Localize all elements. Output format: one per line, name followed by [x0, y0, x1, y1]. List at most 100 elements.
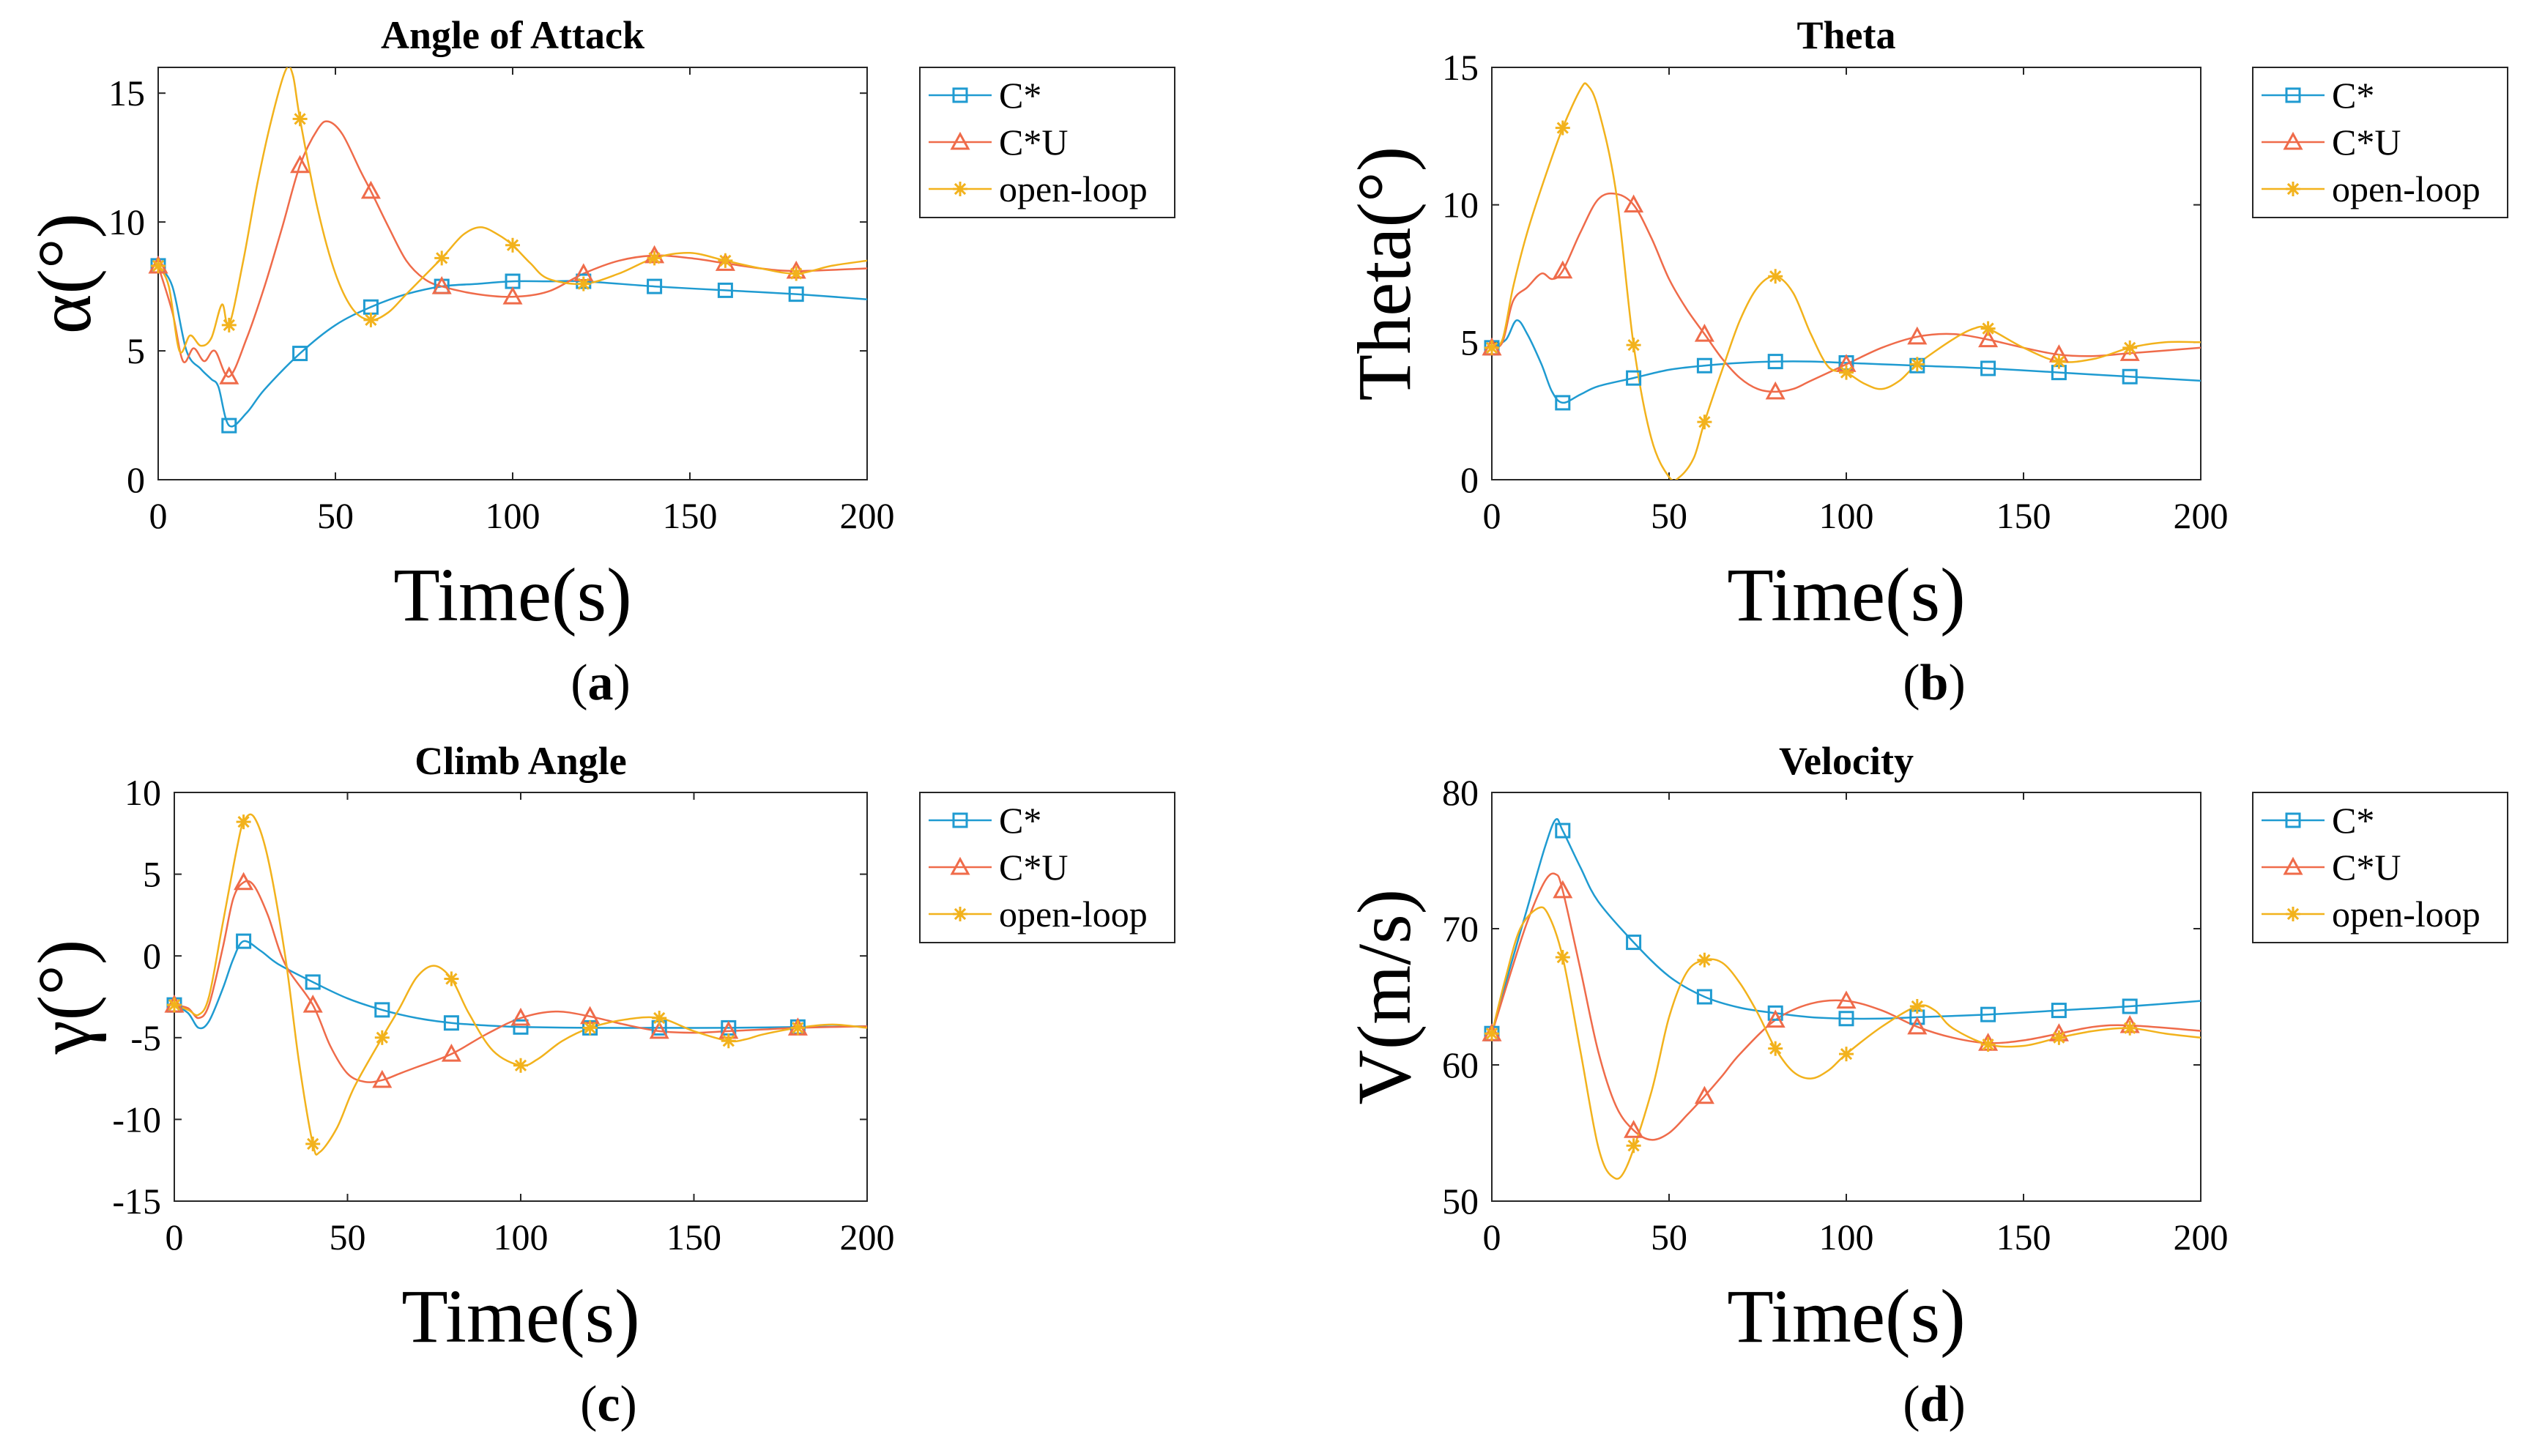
series-line-C* [1492, 319, 2201, 404]
y-tick-label: 0 [143, 935, 161, 976]
x-tick-label: 50 [1651, 495, 1687, 536]
legend: C* C*U open-loop [2252, 792, 2508, 943]
chart-title: Theta [1797, 13, 1896, 57]
x-axis-label: Time(s) [401, 1274, 640, 1359]
triangle-marker [360, 180, 381, 199]
triangle-marker [950, 856, 970, 875]
y-tick-label: 80 [1442, 772, 1479, 813]
asterisk-marker [292, 111, 308, 127]
square-marker [1555, 822, 1571, 839]
plot-area [174, 792, 868, 1202]
x-tick-label: 0 [1483, 495, 1501, 536]
series-group [174, 813, 867, 1156]
x-tick-label: 150 [1996, 495, 2051, 536]
triangle-marker [1907, 1016, 1928, 1035]
asterisk-marker [1980, 321, 1996, 336]
triangle-marker [510, 1007, 531, 1026]
asterisk-marker [305, 1136, 321, 1151]
y-axis-label: V(m/s) [1342, 889, 1427, 1105]
asterisk-marker [374, 1030, 390, 1045]
asterisk-marker [1697, 415, 1712, 430]
chart-panel-b: 0 50 100 150 200 0 5 10 15 Theta Time(s) Theta(°) (b… [1342, 13, 2508, 711]
asterisk-marker [2051, 1030, 2067, 1045]
chart-title: Climb Angle [415, 739, 627, 783]
y-tick-label: 0 [127, 459, 145, 500]
chart-panel-d: 0 50 100 150 20050607080VelocityTime(s)V(m/s… [1342, 739, 2508, 1433]
square-marker [443, 1015, 459, 1031]
y-axis-label: γ(°) [23, 940, 107, 1055]
asterisk-marker [513, 1058, 528, 1073]
chart-panel-c: 0 50 100 150 200 -15 -10 -5 0 5 10 Climb Angle Time(… [23, 739, 1175, 1433]
asterisk-marker [1839, 1047, 1854, 1062]
square-marker [236, 933, 252, 949]
square-marker [1696, 989, 1712, 1005]
asterisk-marker [2122, 340, 2138, 355]
x-tick-label: 150 [666, 1217, 721, 1258]
asterisk-marker [1697, 952, 1712, 967]
x-axis-label: Time(s) [1727, 1274, 1966, 1359]
asterisk-marker [505, 237, 520, 253]
asterisk-marker [652, 1011, 667, 1026]
plot-area [1491, 792, 2201, 1202]
x-tick-label: 200 [2174, 1217, 2229, 1258]
triangle-marker [290, 155, 311, 174]
asterisk-marker [236, 814, 251, 830]
series-line-open-loop [1492, 906, 2201, 1180]
triangle-marker [372, 1069, 393, 1088]
x-tick-label: 150 [663, 495, 718, 536]
x-tick-label: 100 [1819, 495, 1874, 536]
triangle-marker [2283, 856, 2303, 875]
triangle-marker [1765, 381, 1786, 400]
asterisk-marker [2286, 182, 2300, 196]
series-group [1492, 82, 2201, 480]
panel-label: (d) [1903, 1376, 1966, 1433]
asterisk-marker [363, 312, 379, 327]
square-marker [717, 282, 733, 298]
asterisk-marker [1909, 999, 1925, 1014]
y-tick-label: 10 [1442, 185, 1479, 226]
square-marker [2122, 368, 2138, 385]
x-axis-label: Time(s) [1727, 553, 1966, 637]
series-line-C*U [174, 880, 867, 1083]
triangle-marker [1624, 1120, 1644, 1138]
triangle-marker [441, 1044, 461, 1062]
legend-entry: C*U [999, 122, 1068, 163]
asterisk-marker [647, 250, 662, 266]
square-marker [1838, 1011, 1854, 1027]
triangle-marker [2283, 131, 2303, 150]
square-marker [1980, 1006, 1996, 1022]
triangle-marker [1624, 194, 1644, 213]
triangle-marker [649, 1020, 669, 1039]
plot-area [1491, 67, 2201, 480]
series-line-open-loop [1492, 82, 2201, 480]
y-tick-label: -15 [112, 1181, 161, 1222]
legend-entry: open-loop [2332, 168, 2481, 209]
triangle-marker [1978, 329, 1999, 348]
series-line-C*U [1492, 192, 2201, 393]
y-tick-label: 0 [1460, 459, 1479, 500]
square-marker [1626, 935, 1642, 951]
square-marker [1767, 354, 1783, 370]
triangle-marker [950, 131, 970, 150]
x-tick-label: 150 [1996, 1217, 2051, 1258]
square-marker [952, 812, 968, 828]
y-tick-label: 5 [127, 330, 145, 371]
legend: C* C*U open-loop [919, 67, 1175, 218]
asterisk-marker [582, 1020, 598, 1036]
asterisk-marker [790, 1020, 806, 1036]
square-marker [952, 87, 968, 103]
square-marker [1696, 357, 1712, 374]
legend-entry: open-loop [999, 894, 1148, 935]
triangle-marker [431, 275, 452, 294]
square-marker [1980, 360, 1996, 376]
triangle-marker [1694, 1085, 1714, 1104]
x-tick-label: 0 [166, 1217, 184, 1258]
asterisk-marker [1485, 340, 1499, 355]
square-marker [647, 278, 663, 294]
legend-entry: C* [999, 800, 1041, 841]
plot-area [157, 67, 868, 480]
square-marker [513, 1019, 529, 1035]
triangle-marker [234, 872, 254, 891]
legend-entry: open-loop [999, 168, 1148, 209]
asterisk-marker [1768, 1041, 1783, 1056]
